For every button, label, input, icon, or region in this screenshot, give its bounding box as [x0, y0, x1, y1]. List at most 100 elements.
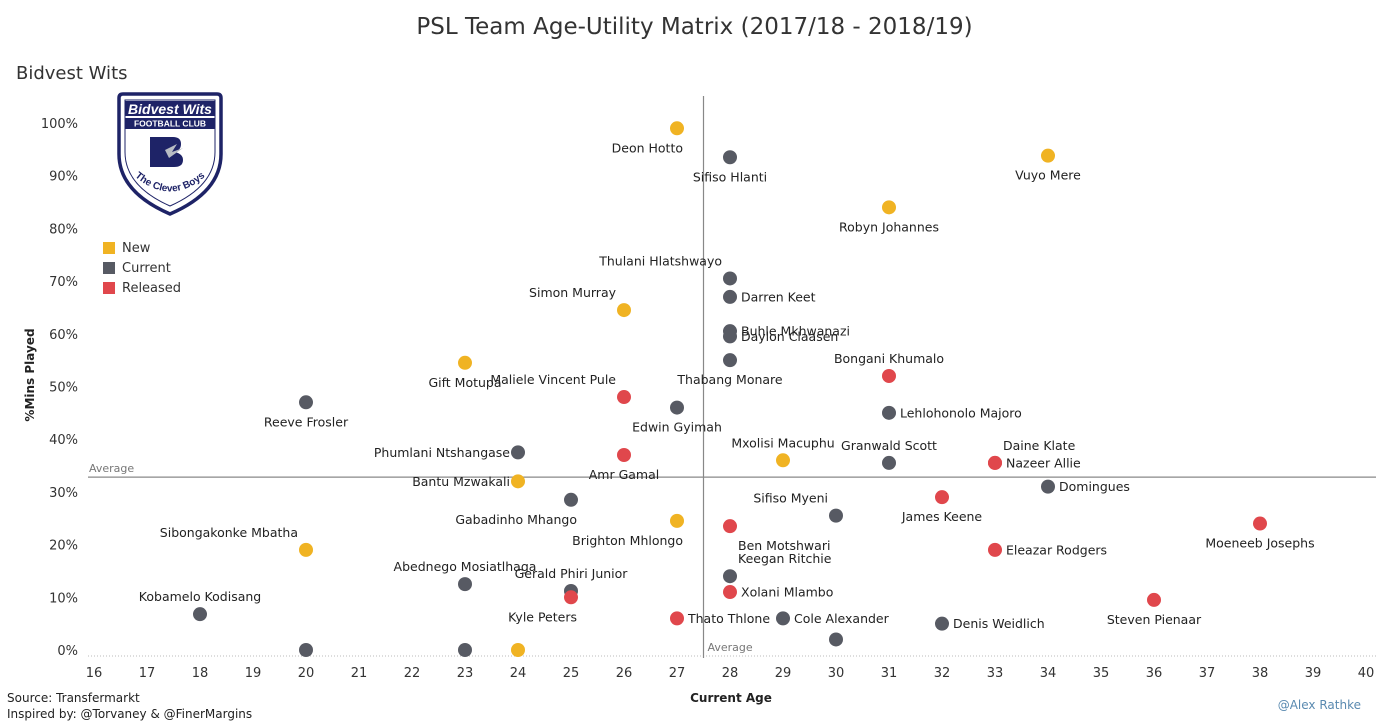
chart-title: PSL Team Age-Utility Matrix (2017/18 - 2… [416, 14, 973, 40]
x-tick-label: 40 [1358, 666, 1375, 681]
legend-swatch-current [103, 262, 115, 274]
average-mins-label: Average [89, 462, 134, 475]
y-tick-label: 100% [41, 117, 78, 132]
point-label: Cole Alexander [794, 611, 890, 626]
legend-item-released[interactable]: Released [103, 278, 181, 298]
average-age-label: Average [708, 641, 753, 654]
x-tick-label: 19 [245, 666, 262, 681]
data-point [617, 303, 631, 318]
data-point [882, 405, 896, 420]
point-label: Reeve Frosler [264, 414, 349, 429]
point-label: Edwin Gyimah [632, 420, 722, 435]
team-name: Bidvest Wits [16, 63, 128, 84]
data-point [1253, 516, 1267, 531]
point-label: James Keene [901, 509, 983, 524]
point-label: Kobamelo Kodisang [139, 589, 261, 604]
data-point [299, 542, 313, 557]
footer-source: Source: Transfermarkt [7, 691, 140, 705]
point-label: Kyle Peters [508, 609, 577, 624]
point-label: Thulani Hlatshwayo [598, 253, 722, 268]
data-point [723, 585, 737, 600]
point-label: Gift Motupa [428, 375, 501, 390]
x-tick-label: 38 [1252, 666, 1269, 681]
footer-author: @Alex Rathke [1277, 698, 1361, 712]
point-label: Thabang Monare [676, 372, 783, 387]
point-label: Moeneeb Josephs [1205, 536, 1314, 551]
data-point [299, 395, 313, 410]
y-tick-label: 30% [49, 486, 78, 501]
point-label: Eleazar Rodgers [1006, 542, 1107, 557]
y-tick-label: 70% [49, 275, 78, 290]
x-axis-label: Current Age [690, 691, 772, 705]
point-label: Gerald Phiri Junior [515, 566, 629, 581]
data-point [670, 513, 684, 528]
data-point [776, 453, 790, 468]
data-point [511, 474, 525, 489]
point-label: Lehlohonolo Majoro [900, 405, 1022, 420]
data-point [882, 455, 896, 470]
legend-label-new: New [122, 240, 151, 256]
legend: New Current Released [103, 238, 181, 298]
data-point [670, 611, 684, 626]
data-point [988, 455, 1002, 470]
point-label: Bongani Khumalo [834, 351, 944, 366]
x-tick-label: 28 [722, 666, 739, 681]
x-tick-label: 23 [457, 666, 474, 681]
data-point [723, 353, 737, 368]
data-point [723, 329, 737, 344]
x-tick-label: 26 [616, 666, 633, 681]
data-point [723, 289, 737, 304]
point-label: Mxolisi Macuphu [731, 435, 834, 450]
data-point [882, 368, 896, 383]
point-label: Gabadinho Mhango [455, 512, 577, 527]
y-tick-label: 20% [49, 539, 78, 554]
y-axis-label: %Mins Played [23, 328, 37, 421]
x-tick-label: 35 [1093, 666, 1110, 681]
x-tick-label: 25 [563, 666, 580, 681]
point-label: Deon Hotto [612, 140, 683, 155]
x-tick-label: 21 [351, 666, 368, 681]
legend-label-released: Released [122, 280, 182, 296]
point-label: Bantu Mzwakali [412, 474, 510, 489]
data-point [1041, 148, 1055, 163]
data-point [564, 590, 578, 605]
data-point [723, 519, 737, 534]
data-point [458, 643, 472, 657]
x-tick-label: 29 [775, 666, 792, 681]
data-point [1041, 479, 1055, 494]
y-tick-label: 40% [49, 433, 78, 448]
legend-item-current[interactable]: Current [103, 258, 181, 278]
y-tick-label: 10% [49, 591, 78, 606]
data-point [670, 121, 684, 136]
point-label: Domingues [1059, 479, 1130, 494]
data-point [564, 492, 578, 507]
legend-item-new[interactable]: New [103, 238, 181, 258]
data-point [723, 150, 737, 165]
x-tick-label: 37 [1199, 666, 1216, 681]
point-label: Amr Gamal [589, 467, 660, 482]
point-label: Daylon Claasen [741, 329, 838, 344]
x-tick-label: 16 [86, 666, 103, 681]
data-point [1147, 592, 1161, 607]
x-tick-label: 18 [192, 666, 209, 681]
data-point [829, 508, 843, 523]
data-point [882, 200, 896, 215]
point-label: Abednego Mosiatlhaga [394, 559, 537, 574]
data-point [935, 616, 949, 631]
point-label: Nazeer Allie [1006, 455, 1081, 470]
data-point [617, 448, 631, 463]
y-tick-label: 80% [49, 222, 78, 237]
data-point [829, 632, 843, 647]
data-point [458, 577, 472, 592]
data-point [458, 355, 472, 370]
x-tick-label: 39 [1305, 666, 1322, 681]
y-tick-label: 0% [57, 644, 78, 659]
point-label: Keegan Ritchie [738, 551, 832, 566]
data-point [511, 643, 525, 657]
point-label: Phumlani Ntshangase [374, 445, 510, 460]
x-tick-label: 32 [934, 666, 951, 681]
point-label: Sibongakonke Mbatha [160, 525, 298, 540]
point-label: Xolani Mlambo [741, 585, 833, 600]
legend-swatch-released [103, 282, 115, 294]
